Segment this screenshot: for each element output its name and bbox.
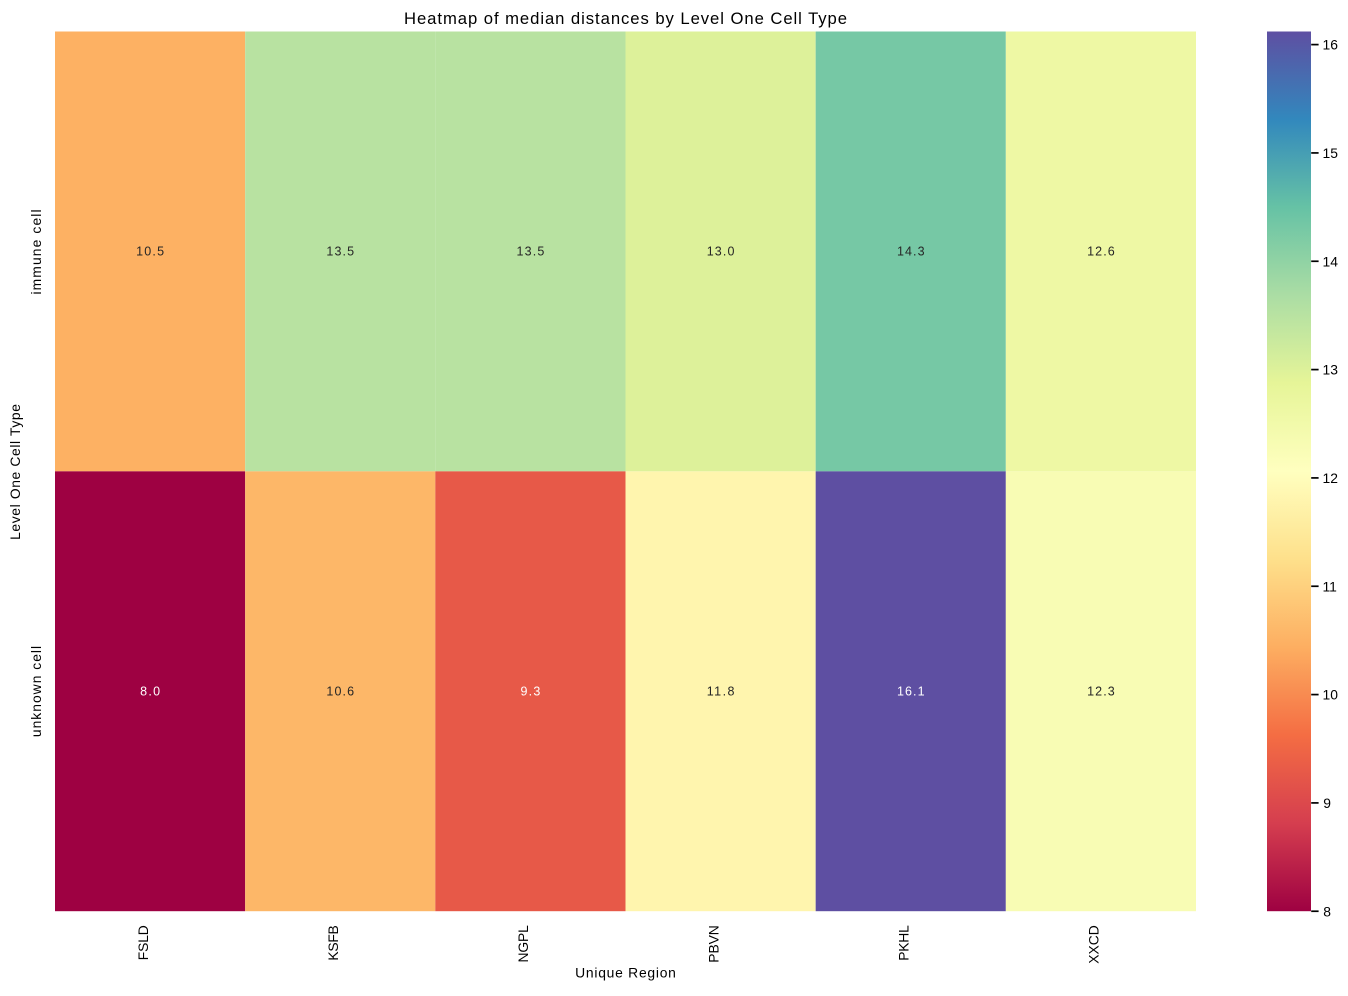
svg-text:13: 13 [1323,362,1339,378]
svg-text:13.5: 13.5 [517,245,545,259]
svg-text:KSFB: KSFB [325,925,341,960]
svg-text:14.3: 14.3 [897,245,925,259]
svg-text:12: 12 [1323,470,1339,486]
svg-text:12.6: 12.6 [1087,245,1115,259]
svg-text:10.6: 10.6 [326,685,354,699]
svg-text:PBVN: PBVN [705,925,721,963]
svg-text:12.3: 12.3 [1087,685,1115,699]
svg-text:15: 15 [1323,145,1339,161]
svg-text:immune cell: immune cell [28,209,44,294]
svg-text:FSLD: FSLD [135,925,151,960]
svg-text:16.1: 16.1 [897,685,925,699]
svg-text:PKHL: PKHL [895,925,911,961]
svg-text:Unique Region: Unique Region [575,964,676,980]
svg-text:14: 14 [1323,253,1339,269]
svg-text:10.5: 10.5 [136,245,164,259]
svg-text:11: 11 [1323,578,1338,594]
svg-text:13.5: 13.5 [326,245,354,259]
svg-text:10: 10 [1323,687,1339,703]
svg-text:9.3: 9.3 [521,685,541,699]
svg-text:NGPL: NGPL [515,925,531,963]
svg-text:8.0: 8.0 [140,685,160,699]
svg-text:9: 9 [1323,795,1331,811]
svg-text:13.0: 13.0 [707,245,735,259]
svg-text:Level One Cell Type: Level One Cell Type [7,404,23,540]
svg-text:XXCD: XXCD [1086,925,1102,964]
svg-text:Heatmap of median distances by: Heatmap of median distances by Level One… [404,9,847,28]
svg-text:unknown cell: unknown cell [28,646,44,737]
svg-text:8: 8 [1323,903,1331,919]
svg-text:16: 16 [1323,37,1339,53]
svg-text:11.8: 11.8 [707,685,735,699]
